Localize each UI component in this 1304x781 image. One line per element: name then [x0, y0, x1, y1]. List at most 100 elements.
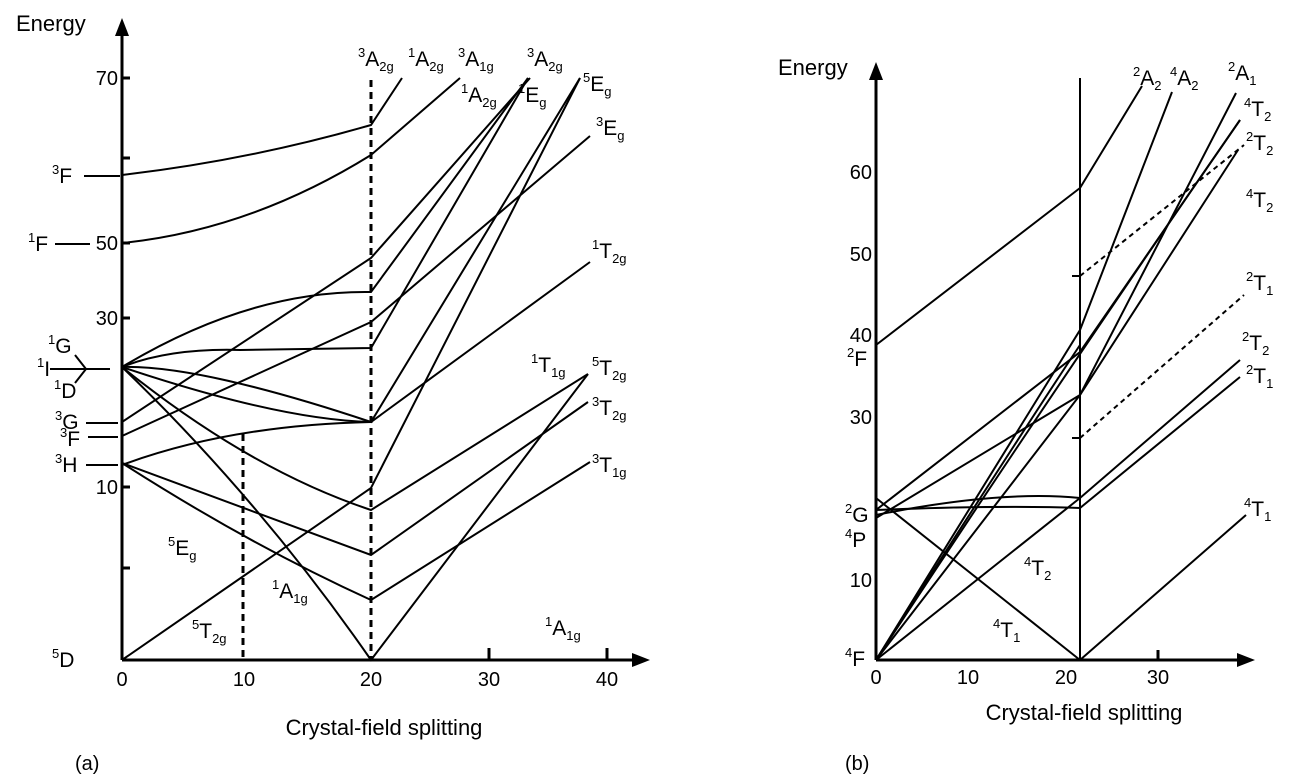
b-energy-label: Energy [778, 55, 848, 80]
b-state-label: 4T2 [1246, 186, 1273, 215]
a-state-label: 5Eg [168, 534, 196, 563]
b-curve [875, 359, 1241, 516]
svg-text:3H: 3H [55, 451, 77, 477]
a-curve [121, 77, 403, 176]
svg-text:3F: 3F [52, 162, 72, 188]
b-curve [875, 85, 1143, 346]
a-x-tick-label: 0 [116, 669, 127, 691]
a-curve [121, 461, 591, 602]
a-curve [121, 401, 589, 557]
b-curve [875, 149, 1239, 519]
a-state-label: 1A2g [408, 45, 444, 74]
a-y-tick-label: 30 [96, 308, 118, 330]
b-x-tick-label: 30 [1147, 667, 1169, 689]
b-y-tick-label: 50 [850, 244, 872, 266]
a-curve [121, 77, 529, 368]
b-state-label: 2A1 [1228, 59, 1256, 88]
b-curve [1079, 514, 1247, 661]
a-energy-label: Energy [16, 11, 86, 36]
a-state-label: 3T2g [592, 394, 627, 423]
a-term-5D: 5D [52, 646, 74, 672]
b-x-axis-arrow [1237, 653, 1255, 667]
svg-text:1I: 1I [37, 355, 50, 381]
a-state-label: 5T2g [592, 354, 627, 383]
svg-text:1D: 1D [54, 377, 76, 403]
b-state-label: 4T2 [1024, 554, 1051, 583]
a-xlabel: Crystal-field splitting [286, 715, 483, 740]
b-state-label: 2T1 [1246, 269, 1273, 298]
panel-b: 60 50 40 30 10 0 10 20 30 Energy Crystal… [778, 55, 1273, 775]
b-y-tick-label: 30 [850, 407, 872, 429]
b-state-label: 2T1 [1246, 362, 1273, 391]
b-state-label: 4T2 [1244, 95, 1271, 124]
a-state-label: 1T1g [531, 351, 566, 380]
a-state-label: 5Eg [583, 70, 611, 99]
a-curve [121, 77, 581, 424]
svg-text:3G: 3G [55, 408, 79, 434]
b-y-tick-label: 60 [850, 162, 872, 184]
panel-a: 70 50 30 10 0 10 20 30 40 Energy Crystal… [16, 11, 650, 775]
a-curve [121, 135, 591, 437]
a-term-3F-lower: 3F [60, 425, 118, 451]
a-curve [121, 77, 461, 244]
a-curve [121, 366, 372, 423]
a-term-1I: 1I [37, 354, 110, 384]
b-dashed-curve [1079, 294, 1245, 439]
b-y-axis-arrow [869, 62, 883, 80]
b-x-tick-label: 0 [870, 667, 881, 689]
a-x-tick-label: 30 [478, 669, 500, 691]
a-state-label: 1Eg [518, 81, 546, 110]
a-panel-label: (a) [75, 753, 99, 775]
b-x-tick-label: 10 [957, 667, 979, 689]
a-y-tick-label: 70 [96, 68, 118, 90]
a-term-3H: 3H [55, 451, 118, 477]
b-curve [875, 344, 1081, 661]
b-panel-label: (b) [845, 753, 869, 775]
a-state-label: 3A2g [358, 45, 394, 74]
b-state-label: 4A2 [1170, 64, 1198, 93]
b-term-2F: 2F [847, 345, 867, 371]
a-y-axis-arrow [115, 18, 129, 36]
b-state-label: 4T1 [993, 616, 1020, 645]
svg-text:1G: 1G [48, 332, 72, 358]
a-state-label: 1A1g [545, 614, 581, 643]
a-y-tick-label: 10 [96, 477, 118, 499]
b-curve [875, 119, 1241, 661]
a-curve [121, 366, 589, 662]
b-term-2G: 2G [845, 501, 869, 527]
a-state-label: 1A1g [272, 577, 308, 606]
a-curve [121, 77, 581, 661]
b-state-label: 2A2 [1133, 64, 1161, 93]
a-term-3G: 3G [55, 408, 118, 434]
b-curve [875, 91, 1173, 661]
svg-text:1F: 1F [28, 230, 48, 256]
b-state-label: 4T1 [1244, 495, 1271, 524]
svg-text:3F: 3F [60, 425, 80, 451]
a-state-label: 1A2g [461, 81, 497, 110]
b-curve [875, 376, 1241, 511]
a-state-label: 3A1g [458, 45, 494, 74]
a-y-tick-label: 50 [96, 233, 118, 255]
b-state-label: 2T2 [1246, 129, 1273, 158]
b-curve [875, 119, 1241, 511]
a-state-label: 3Eg [596, 114, 624, 143]
a-term-1G: 1G [48, 332, 72, 358]
a-term-1D: 1D [54, 377, 76, 403]
b-state-label: 2T2 [1242, 329, 1269, 358]
a-state-label: 1T2g [592, 237, 627, 266]
a-curve [121, 261, 591, 466]
a-x-tick-label: 10 [233, 669, 255, 691]
a-state-label: 5T2g [192, 617, 227, 646]
a-state-label: 3A2g [527, 45, 563, 74]
b-dashed-curve [1079, 144, 1245, 277]
b-x-tick-label: 20 [1055, 667, 1077, 689]
b-y-tick-label: 40 [850, 325, 872, 347]
a-curve [121, 77, 531, 423]
b-term-4P: 4P [845, 526, 866, 552]
a-state-label: 3T1g [592, 451, 627, 480]
a-x-tick-label: 20 [360, 669, 382, 691]
svg-text:5D: 5D [52, 646, 74, 672]
a-x-axis-arrow [632, 653, 650, 667]
a-term-3F-upper: 3F [52, 162, 120, 188]
